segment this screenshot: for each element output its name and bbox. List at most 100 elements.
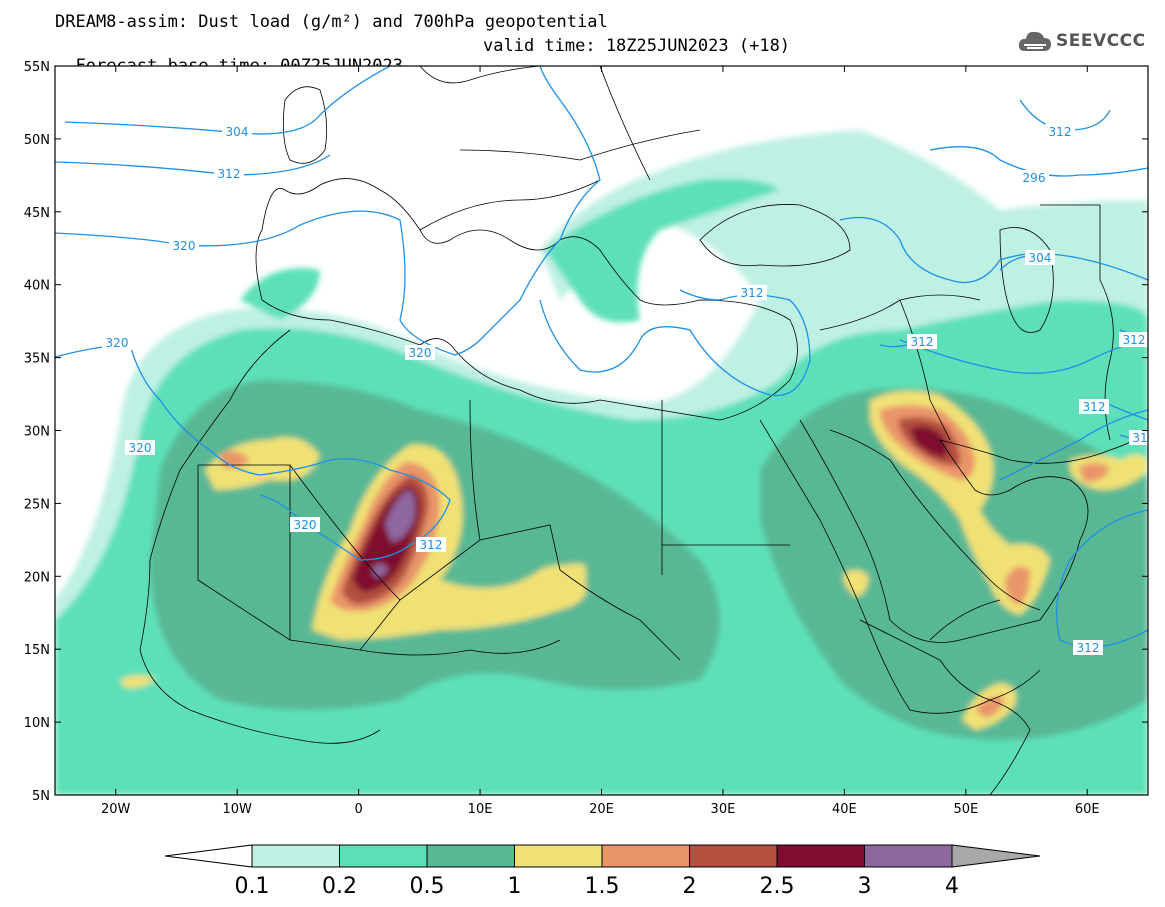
contour-label: 312 bbox=[737, 285, 767, 300]
contour-label: 312 bbox=[907, 334, 937, 349]
border-chad-sudan bbox=[559, 569, 681, 661]
colorbar-label: 0.1 bbox=[235, 874, 270, 899]
coastline-caspian bbox=[999, 227, 1054, 333]
svg-text:312: 312 bbox=[1083, 400, 1106, 414]
contour-label: 320 bbox=[125, 440, 155, 455]
contour-label: 31 bbox=[1129, 430, 1148, 445]
contour-320-africa bbox=[55, 344, 451, 561]
svg-text:31: 31 bbox=[1132, 431, 1147, 445]
coastline-horn bbox=[989, 699, 1031, 795]
svg-text:312: 312 bbox=[911, 335, 934, 349]
lon-label: 0 bbox=[354, 802, 362, 817]
lon-label: 10W bbox=[222, 802, 252, 817]
svg-text:312: 312 bbox=[1049, 125, 1072, 139]
latitude-axis: 55N 50N 45N 40N 35N 30N 25N 20N 15N 10N 5N bbox=[24, 60, 50, 804]
colorbar: 0.1 0.2 0.5 1 1.5 2 2.5 3 4 bbox=[164, 844, 1041, 899]
colorbar-label: 3 bbox=[858, 874, 872, 899]
colorbar-segment bbox=[426, 844, 515, 868]
svg-text:304: 304 bbox=[226, 125, 249, 139]
lon-label: 50E bbox=[953, 802, 978, 817]
contour-labels: 304 312 320 320 320 320 312 312 312 296 304 312 312 3… bbox=[102, 124, 1148, 655]
contour-label: 320 bbox=[102, 335, 132, 350]
border-iran-east bbox=[1099, 279, 1114, 441]
colorbar-label: 4 bbox=[945, 874, 959, 899]
lon-label: 10E bbox=[468, 802, 493, 817]
lat-label: 45N bbox=[24, 206, 50, 221]
border-turkey bbox=[819, 294, 981, 331]
dust-level-1.5-morocco bbox=[218, 451, 250, 469]
coastline-blacksea bbox=[699, 204, 851, 267]
colorbar-segment bbox=[339, 844, 428, 868]
contour-label: 312 bbox=[416, 537, 446, 552]
svg-text:304: 304 bbox=[1029, 251, 1052, 265]
lon-label: 20E bbox=[589, 802, 614, 817]
border-kazakh bbox=[1040, 204, 1101, 280]
lat-label: 25N bbox=[24, 497, 50, 512]
dust-level-0.2-balkans bbox=[545, 178, 780, 323]
lat-label: 20N bbox=[24, 570, 50, 585]
colorbar-under-arrow bbox=[164, 844, 253, 868]
dust-level-1-chad bbox=[552, 563, 587, 595]
dust-level-0.1-north bbox=[540, 146, 860, 300]
colorbar-label: 2 bbox=[683, 874, 697, 899]
country-borders bbox=[139, 66, 1148, 795]
lon-label: 30E bbox=[711, 802, 736, 817]
svg-text:320: 320 bbox=[173, 239, 196, 253]
contour-312-east bbox=[839, 216, 1148, 284]
svg-text:320: 320 bbox=[129, 441, 152, 455]
dust-level-1-ethiopia bbox=[843, 570, 869, 597]
colorbar-segment bbox=[689, 844, 778, 868]
contour-label: 320 bbox=[405, 345, 435, 360]
contour-label: 312 bbox=[1119, 332, 1148, 347]
forecast-valid-time: valid time: 18Z25JUN2023 (+18) bbox=[483, 36, 791, 56]
border-yemen bbox=[929, 599, 1001, 641]
contour-label: 296 bbox=[1019, 170, 1049, 185]
cloud-icon bbox=[1018, 31, 1051, 51]
colorbar-segment bbox=[864, 844, 953, 868]
colorbar-segment bbox=[601, 844, 690, 868]
svg-text:312: 312 bbox=[420, 538, 443, 552]
colorbar-over-arrow bbox=[951, 844, 1041, 868]
coastline-arabia bbox=[799, 419, 1089, 643]
dust-level-0.2-iberia bbox=[240, 268, 320, 320]
longitude-axis: 20W 10W 0 10E 20E 30E 40E 50E 60E bbox=[101, 802, 1100, 817]
contour-label: 304 bbox=[222, 124, 252, 139]
dust-level-0.5-east bbox=[760, 388, 1148, 740]
contour-320-west bbox=[55, 66, 601, 356]
contour-label: 312 bbox=[1079, 399, 1109, 414]
svg-text:320: 320 bbox=[294, 518, 317, 532]
dust-level-2.5-iraq bbox=[910, 426, 947, 458]
contour-label: 312 bbox=[1045, 124, 1075, 139]
colorbar-label: 2.5 bbox=[760, 874, 795, 899]
plot-area: 304 312 320 320 320 320 312 312 312 296 304 312 312 3… bbox=[55, 66, 1148, 795]
border-iran-iraq bbox=[899, 299, 951, 441]
lat-label: 30N bbox=[24, 425, 50, 440]
border-europe-2 bbox=[459, 129, 701, 161]
coastline-africa-west bbox=[139, 329, 381, 744]
colorbar-segment bbox=[776, 844, 865, 868]
contour-label: 304 bbox=[1025, 250, 1055, 265]
axis-ticks bbox=[55, 65, 1148, 796]
lon-label: 40E bbox=[832, 802, 857, 817]
dust-level-1.5-oman bbox=[1005, 566, 1030, 605]
lat-label: 35N bbox=[24, 352, 50, 367]
svg-text:312: 312 bbox=[741, 286, 764, 300]
border-mali bbox=[197, 465, 401, 651]
border-europe-1 bbox=[419, 179, 601, 231]
lat-label: 40N bbox=[24, 279, 50, 294]
map-title: DREAM8-assim: Dust load (g/m²) and 700hP… bbox=[55, 12, 608, 32]
colorbar-label: 0.2 bbox=[322, 874, 357, 899]
svg-text:312: 312 bbox=[1123, 333, 1146, 347]
border-europe-3 bbox=[599, 66, 651, 181]
svg-text:320: 320 bbox=[409, 346, 432, 360]
lat-label: 50N bbox=[24, 133, 50, 148]
lon-label: 60E bbox=[1075, 802, 1100, 817]
border-saudi bbox=[829, 429, 1041, 611]
contour-label: 312 bbox=[1073, 640, 1103, 655]
border-niger-nigeria bbox=[359, 639, 561, 656]
contour-312-gulf bbox=[999, 409, 1148, 481]
lat-label: 15N bbox=[24, 643, 50, 658]
lat-label: 5N bbox=[32, 789, 50, 804]
border-ethiopia bbox=[859, 619, 991, 701]
